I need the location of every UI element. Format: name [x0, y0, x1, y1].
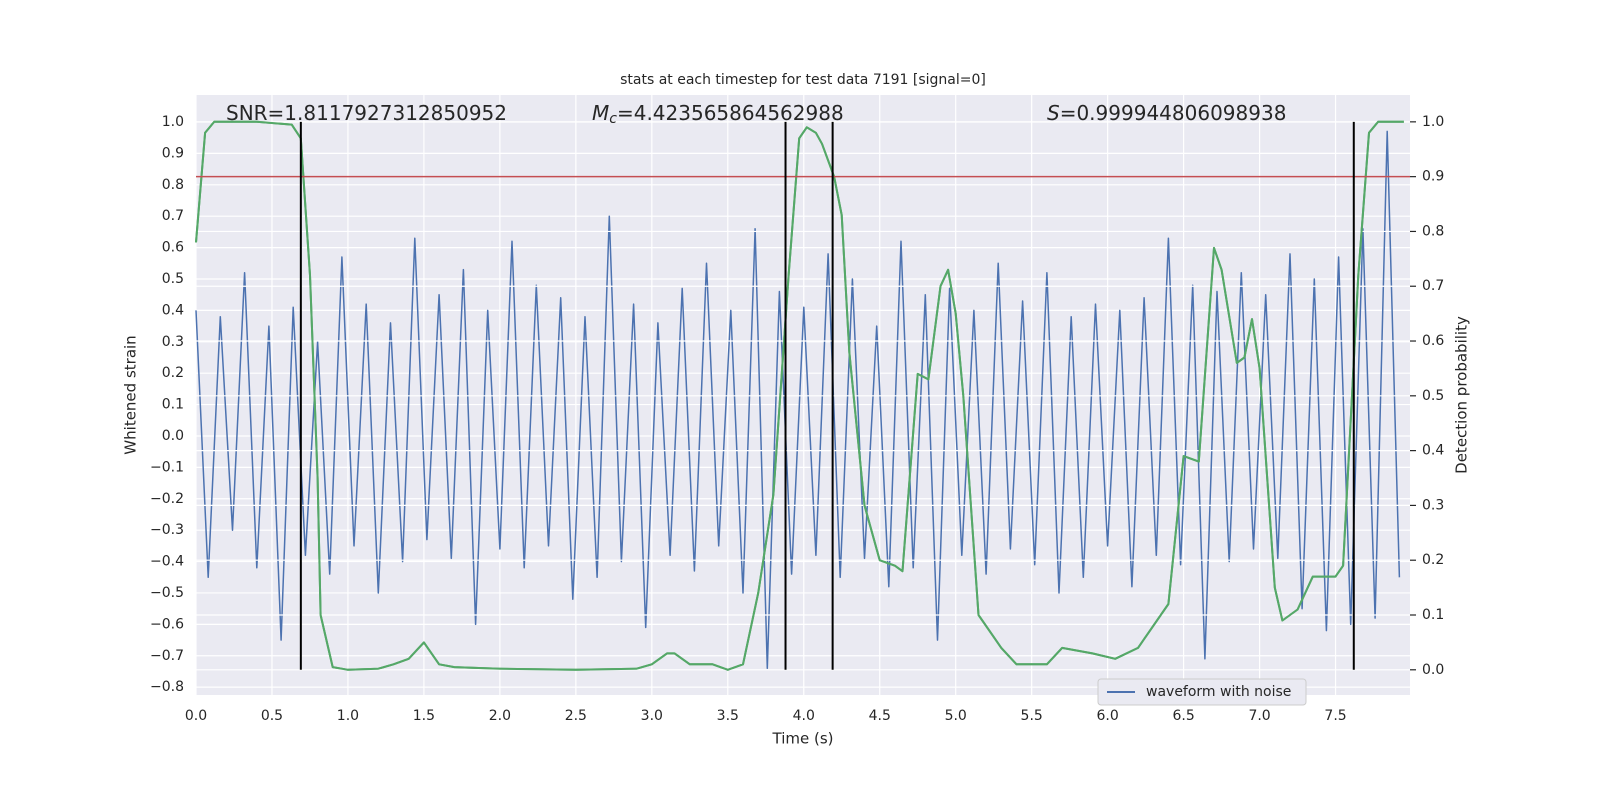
y-tick-label: 0.4 — [162, 302, 184, 318]
y2-tick-label: 0.2 — [1422, 552, 1444, 568]
x-tick-label: 7.0 — [1248, 708, 1270, 724]
legend-label: waveform with noise — [1146, 684, 1291, 700]
annotation: SNR=1.8117927312850952 — [226, 101, 507, 125]
x-tick-label: 5.5 — [1021, 708, 1043, 724]
x-tick-label: 3.0 — [641, 708, 663, 724]
y-tick-label: 0.5 — [162, 271, 184, 287]
y2-tick-label: 0.0 — [1422, 662, 1444, 678]
x-tick-label: 1.5 — [413, 708, 435, 724]
y-tick-label: 0.1 — [162, 397, 184, 413]
y2-tick-label: 0.3 — [1422, 497, 1444, 513]
annotation: Mc=4.423565864562988 — [592, 101, 844, 128]
y-tick-label: 0.8 — [162, 177, 184, 193]
x-tick-label: 3.5 — [717, 708, 739, 724]
annotation-subscript: c — [609, 111, 617, 127]
y-tick-label: 0.2 — [162, 365, 184, 381]
x-tick-label: 5.0 — [945, 708, 967, 724]
y2-tick-label: 0.4 — [1422, 443, 1444, 459]
x-tick-label: 1.0 — [337, 708, 359, 724]
y-tick-label: 0.7 — [162, 208, 184, 224]
y-tick-label: −0.6 — [150, 616, 184, 632]
legend-box — [1097, 678, 1307, 706]
x-tick-label: 2.0 — [489, 708, 511, 724]
annotation-symbol: S — [1047, 101, 1060, 125]
y2-tick-label: 1.0 — [1422, 114, 1444, 130]
y-tick-label: 0.9 — [162, 145, 184, 161]
waveform-line — [195, 130, 1401, 670]
x-tick-label: 0.5 — [261, 708, 283, 724]
y-tick-label: −0.7 — [150, 648, 184, 664]
y-tick-label: 0.0 — [162, 428, 184, 444]
y2-tick-label: 0.5 — [1422, 388, 1444, 404]
x-axis-label: Time (s) — [772, 730, 834, 748]
y-tick-label: −0.2 — [150, 491, 184, 507]
y2-tick-label: 0.8 — [1422, 223, 1444, 239]
y2-tick-label: 0.9 — [1422, 169, 1444, 185]
x-tick-label: 4.0 — [793, 708, 815, 724]
annotation: S=0.999944806098938 — [1047, 101, 1286, 125]
x-tick-label: 4.5 — [869, 708, 891, 724]
y-axis-label: Whitened strain — [122, 335, 140, 454]
x-tick-label: 6.5 — [1172, 708, 1194, 724]
y2-tick-label: 0.1 — [1422, 607, 1444, 623]
y2-tick-label: 0.7 — [1422, 278, 1444, 294]
y-tick-label: −0.1 — [150, 459, 184, 475]
annotation-text: =0.999944806098938 — [1060, 101, 1287, 125]
annotation-symbol: M — [592, 101, 609, 125]
x-tick-label: 0.0 — [185, 708, 207, 724]
y2-tick-label: 0.6 — [1422, 333, 1444, 349]
y2-axis-label: Detection probability — [1453, 316, 1471, 474]
x-tick-label: 6.0 — [1097, 708, 1119, 724]
y-tick-label: −0.3 — [150, 522, 184, 538]
x-tick-label: 7.5 — [1324, 708, 1346, 724]
chart-title: stats at each timestep for test data 719… — [620, 72, 986, 88]
x-tick-label: 2.5 — [565, 708, 587, 724]
annotation-text: SNR=1.8117927312850952 — [226, 101, 507, 125]
y-tick-label: 0.3 — [162, 334, 184, 350]
y-tick-label: −0.4 — [150, 554, 184, 570]
y-tick-label: −0.5 — [150, 585, 184, 601]
probability-line — [195, 120, 1404, 671]
y-tick-label: 1.0 — [162, 114, 184, 130]
annotation-text: =4.423565864562988 — [617, 101, 844, 125]
legend: waveform with noise — [1097, 678, 1307, 706]
y-tick-label: 0.6 — [162, 240, 184, 256]
y-tick-label: −0.8 — [150, 679, 184, 695]
